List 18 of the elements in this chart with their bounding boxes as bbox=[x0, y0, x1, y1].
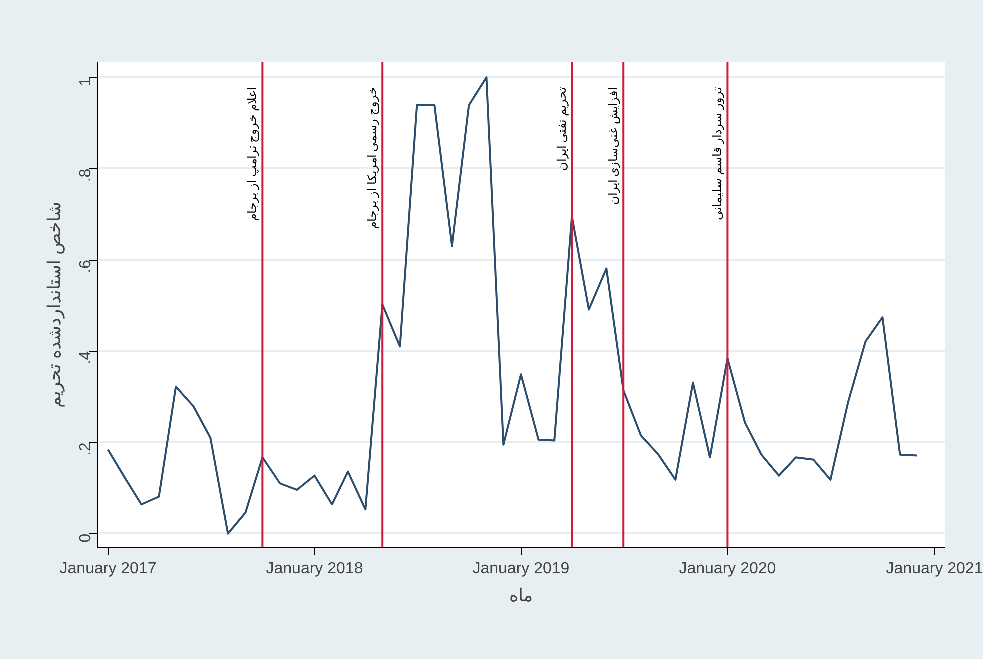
y-axis-title: شاخص استانداردشده تحریم bbox=[44, 202, 66, 408]
y-tick-label: .4 bbox=[78, 351, 94, 365]
y-tick-label: 0 bbox=[78, 534, 94, 543]
x-tick-label: January 2018 bbox=[266, 560, 364, 578]
x-tick-label: January 2019 bbox=[472, 560, 570, 578]
x-tick-label: January 2017 bbox=[60, 560, 157, 578]
x-axis-title: ماه bbox=[510, 586, 534, 606]
y-tick-label: 1 bbox=[78, 77, 94, 86]
ref-line-label: افزایش غنی‌سازی ایران bbox=[606, 87, 621, 206]
y-tick-label: .8 bbox=[78, 168, 94, 182]
ref-line-label: خروج رسمی امریکا از برجام bbox=[366, 87, 380, 229]
y-tick-label: .6 bbox=[78, 260, 94, 274]
ref-line-label: ترور سردار قاسم سلیمانی bbox=[710, 87, 725, 220]
x-tick-label: January 2020 bbox=[679, 560, 776, 578]
y-tick-label: .2 bbox=[78, 442, 94, 456]
x-tick-label: January 2021 bbox=[886, 560, 983, 578]
ref-line-label: تحریم نفتی ایران bbox=[555, 87, 570, 172]
ref-line-label: اعلام خروج ترامپ از برجام bbox=[246, 87, 260, 221]
